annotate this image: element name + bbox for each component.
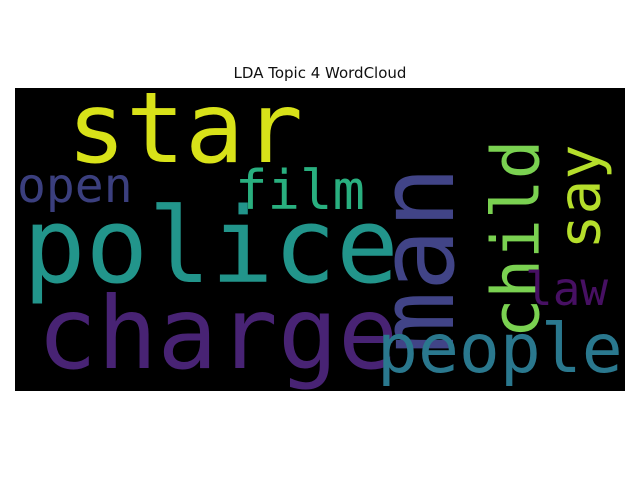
word-police: police [23, 185, 399, 307]
word-film: film [235, 159, 366, 222]
word-say: say [545, 144, 614, 250]
word-open: open [17, 158, 133, 214]
word-people: people [377, 310, 623, 389]
chart-title: LDA Topic 4 WordCloud [233, 64, 407, 82]
word-star: star [67, 88, 304, 186]
word-charge: charge [37, 275, 399, 391]
wordcloud-canvas: police charge star man people child say … [15, 88, 625, 391]
word-law: law [525, 262, 609, 316]
